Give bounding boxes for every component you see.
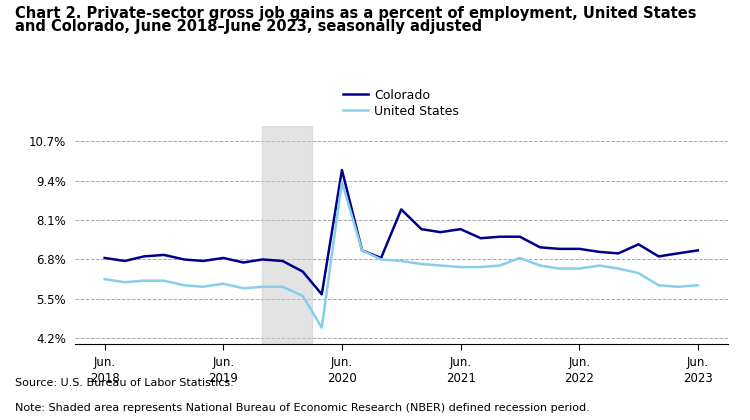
Colorado — [160, 252, 169, 257]
United States — [554, 266, 563, 271]
Colorado — [397, 207, 406, 212]
Colorado — [338, 168, 346, 173]
United States — [298, 293, 307, 298]
Colorado — [476, 236, 485, 241]
Colorado — [219, 255, 228, 260]
United States — [495, 263, 504, 268]
United States — [456, 265, 465, 270]
Colorado — [674, 251, 682, 256]
United States — [358, 248, 367, 253]
Colorado — [120, 258, 129, 263]
Colorado — [278, 258, 287, 263]
United States — [536, 263, 544, 268]
United States — [634, 270, 643, 276]
United States — [574, 266, 584, 271]
Colorado — [317, 292, 326, 297]
Colorado — [515, 234, 524, 239]
Text: Chart 2. Private-sector gross job gains as a percent of employment, United State: Chart 2. Private-sector gross job gains … — [15, 6, 697, 21]
United States — [674, 284, 682, 289]
Colorado — [574, 246, 584, 251]
Colorado — [456, 227, 465, 232]
Text: Source: U.S. Bureau of Labor Statistics.: Source: U.S. Bureau of Labor Statistics. — [15, 378, 234, 388]
United States — [476, 265, 485, 270]
Colorado — [554, 246, 563, 251]
Colorado — [495, 234, 504, 239]
United States — [258, 284, 267, 289]
Colorado — [258, 257, 267, 262]
Text: Note: Shaded area represents National Bureau of Economic Research (NBER) defined: Note: Shaded area represents National Bu… — [15, 403, 590, 413]
Colorado — [358, 248, 367, 253]
Colorado — [180, 257, 189, 262]
Bar — [262, 126, 312, 344]
United States — [219, 281, 228, 286]
Colorado — [634, 242, 643, 247]
Colorado — [199, 258, 208, 263]
United States — [338, 180, 346, 185]
Colorado — [436, 230, 445, 235]
United States — [278, 284, 287, 289]
United States — [317, 325, 326, 330]
United States — [160, 278, 169, 283]
Colorado — [239, 260, 248, 265]
Line: Colorado: Colorado — [105, 170, 698, 294]
United States — [239, 286, 248, 291]
Colorado — [595, 249, 604, 255]
Text: and Colorado, June 2018–June 2023, seasonally adjusted: and Colorado, June 2018–June 2023, seaso… — [15, 19, 482, 34]
Line: United States: United States — [105, 182, 698, 328]
United States — [693, 283, 702, 288]
United States — [180, 283, 189, 288]
Colorado — [693, 248, 702, 253]
Colorado — [614, 251, 622, 256]
United States — [199, 284, 208, 289]
Colorado — [140, 254, 148, 259]
United States — [376, 257, 386, 262]
United States — [120, 280, 129, 285]
Colorado — [536, 245, 544, 250]
Colorado — [298, 269, 307, 274]
United States — [595, 263, 604, 268]
United States — [654, 283, 663, 288]
Colorado — [100, 255, 109, 260]
United States — [436, 263, 445, 268]
United States — [100, 277, 109, 282]
United States — [614, 266, 622, 271]
Colorado — [654, 254, 663, 259]
United States — [417, 262, 426, 267]
United States — [140, 278, 148, 283]
Colorado — [376, 255, 386, 260]
Colorado — [417, 227, 426, 232]
United States — [397, 258, 406, 263]
United States — [515, 255, 524, 260]
Legend: Colorado, United States: Colorado, United States — [344, 89, 459, 118]
